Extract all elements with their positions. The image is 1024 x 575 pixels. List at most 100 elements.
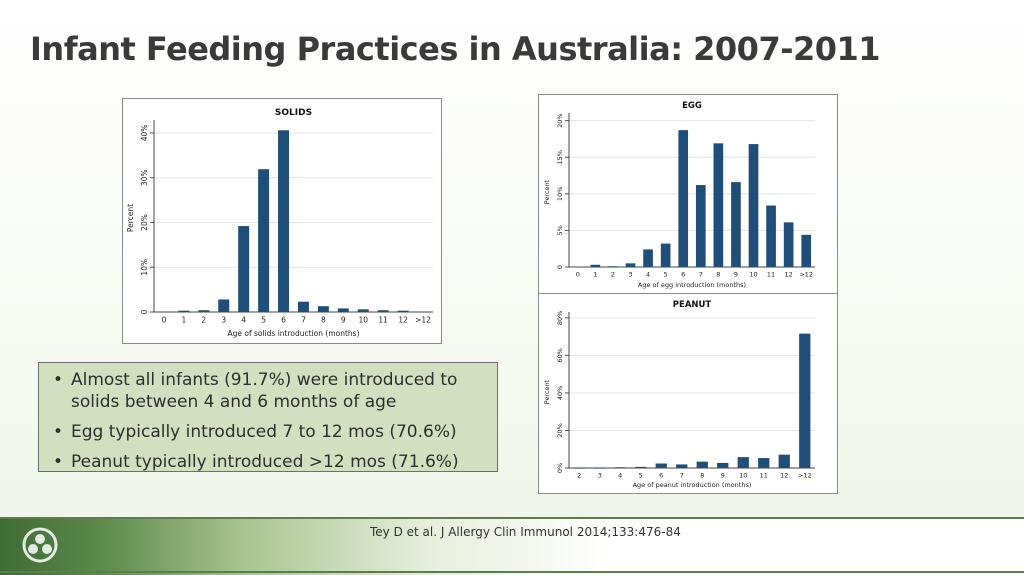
peanut-bar-9 [717, 462, 729, 468]
solids-ytick-label: 30% [140, 169, 149, 186]
solids-xtick-label: 12 [398, 316, 408, 325]
peanut-y-axis-label: Percent [543, 379, 551, 404]
solids-bar-2 [198, 310, 210, 312]
solids-xtick-label: 6 [281, 316, 286, 325]
solids-xtick-label: >12 [415, 316, 431, 325]
solids-xtick-label: 8 [321, 316, 326, 325]
egg-xtick-label: 4 [646, 271, 650, 279]
peanut-xtick-label: 6 [659, 472, 663, 480]
solids-ytick-label: 20% [140, 214, 149, 231]
peanut-bar-gt12 [799, 333, 811, 468]
footer-divider-bottom [0, 571, 1024, 573]
egg-x-axis-label: Age of egg introduction (months) [638, 281, 746, 289]
egg-xtick-label: 11 [767, 271, 775, 279]
solids-ytick-label: 0 [140, 309, 149, 314]
peanut-bar-5 [635, 466, 647, 468]
peanut-ytick-label: 20% [556, 423, 564, 437]
peanut-bar-10 [737, 457, 749, 468]
egg-y-axis-label: Percent [543, 179, 551, 204]
citation: Tey D et al. J Allergy Clin Immunol 2014… [370, 525, 681, 539]
solids-xtick-label: 1 [182, 316, 187, 325]
peanut-xtick-label: >12 [798, 472, 812, 480]
egg-bar-8 [713, 143, 724, 267]
peanut-xtick-label: 4 [618, 472, 622, 480]
solids-bar-11 [377, 310, 389, 312]
peanut-chart: 0% 20% 40% 60% 80% 2 3 4 5 6 7 8 9 10 11 12 >12 PEANUT Age… [538, 293, 838, 494]
solids-bar-6 [278, 130, 290, 312]
egg-bar-11 [766, 205, 776, 267]
footer-divider-top [0, 517, 1024, 519]
egg-bar-12 [783, 222, 794, 267]
egg-ytick-label: 0 [556, 265, 564, 269]
peanut-xtick-label: 7 [680, 472, 684, 480]
solids-xtick-label: 2 [201, 316, 206, 325]
solids-xtick-label: 5 [261, 316, 266, 325]
peanut-xtick-label: 3 [598, 472, 602, 480]
solids-xtick-label: 7 [301, 316, 306, 325]
egg-bar-9 [731, 182, 741, 267]
egg-xtick-label: 0 [576, 271, 580, 279]
footer-band [0, 517, 1024, 575]
solids-bar-7 [297, 301, 309, 312]
peanut-ytick-label: 0% [556, 463, 564, 473]
egg-bar-10 [748, 144, 759, 267]
peanut-bar-3 [594, 467, 606, 469]
egg-xtick-label: 1 [593, 271, 597, 279]
peanut-x-axis-label: Age of peanut introduction (months) [633, 481, 752, 489]
solids-chart-title: SOLIDS [275, 108, 312, 118]
egg-xtick-label: 12 [785, 271, 793, 279]
solids-xtick-label: 3 [221, 316, 226, 325]
peanut-xtick-label: 8 [700, 472, 704, 480]
egg-xtick-label: 7 [699, 271, 703, 279]
solids-x-axis-label: Age of solids introduction (months) [228, 329, 360, 338]
peanut-chart-title: PEANUT [673, 300, 712, 310]
peanut-xtick-label: 5 [639, 472, 643, 480]
egg-ytick-label: 20% [556, 113, 564, 127]
solids-bar-1 [178, 310, 190, 312]
peanut-bar-2 [573, 467, 585, 469]
summary-bullet-peanut: Peanut typically introduced >12 mos (71.… [51, 451, 485, 473]
egg-bar-3 [625, 263, 636, 267]
solids-y-axis-label: Percent [126, 204, 135, 232]
peanut-bar-6 [655, 463, 667, 468]
peanut-xtick-label: 11 [760, 472, 768, 480]
peanut-bar-11 [758, 458, 770, 468]
solids-bar-3 [218, 299, 230, 312]
peanut-xtick-label: 9 [721, 472, 725, 480]
egg-xtick-label: 10 [749, 271, 757, 279]
egg-xtick-label: 2 [611, 271, 615, 279]
egg-xtick-label: >12 [799, 271, 813, 279]
egg-ytick-label: 5% [556, 225, 564, 235]
solids-bar-9 [337, 308, 349, 312]
egg-xtick-label: 6 [681, 271, 685, 279]
egg-bar-7 [695, 185, 706, 267]
peanut-bar-7 [676, 464, 688, 468]
solids-ytick-label: 40% [140, 125, 149, 142]
peanut-ytick-label: 60% [556, 348, 564, 362]
peanut-xtick-label: 12 [780, 472, 788, 480]
solids-bar-10 [357, 309, 369, 312]
egg-xtick-label: 8 [716, 271, 720, 279]
peanut-xtick-label: 10 [739, 472, 747, 480]
solids-xtick-label: 11 [378, 316, 388, 325]
peanut-bar-4 [614, 467, 626, 469]
egg-xtick-label: 9 [734, 271, 738, 279]
egg-xtick-label: 3 [628, 271, 632, 279]
solids-chart-svg: 010%20%30%40%0 1 2 3 4 5 6 7 8 9 10 11 12 >12SOLIDSAg… [126, 108, 433, 338]
solids-xtick-label: 10 [358, 316, 368, 325]
solids-ytick-label: 10% [140, 259, 149, 276]
solids-xtick-label: 4 [241, 316, 246, 325]
solids-bar-5 [258, 169, 270, 312]
egg-bar-gt12 [801, 234, 812, 267]
peanut-xtick-label: 2 [577, 472, 581, 480]
solids-bar-4 [238, 226, 250, 312]
egg-bar-5 [660, 243, 671, 267]
egg-bar-4 [643, 249, 653, 267]
summary-bullet-solids: Almost all infants (91.7%) were introduc… [51, 369, 485, 413]
peanut-chart-svg: 0% 20% 40% 60% 80% 2 3 4 5 6 7 8 9 10 11 12 >12 PEANUT Age… [543, 300, 815, 489]
solids-bar-8 [317, 306, 329, 312]
egg-chart-title: EGG [682, 101, 702, 111]
egg-xtick-label: 5 [664, 271, 668, 279]
organization-logo-icon [22, 527, 58, 563]
page-title: Infant Feeding Practices in Australia: 2… [30, 30, 881, 68]
